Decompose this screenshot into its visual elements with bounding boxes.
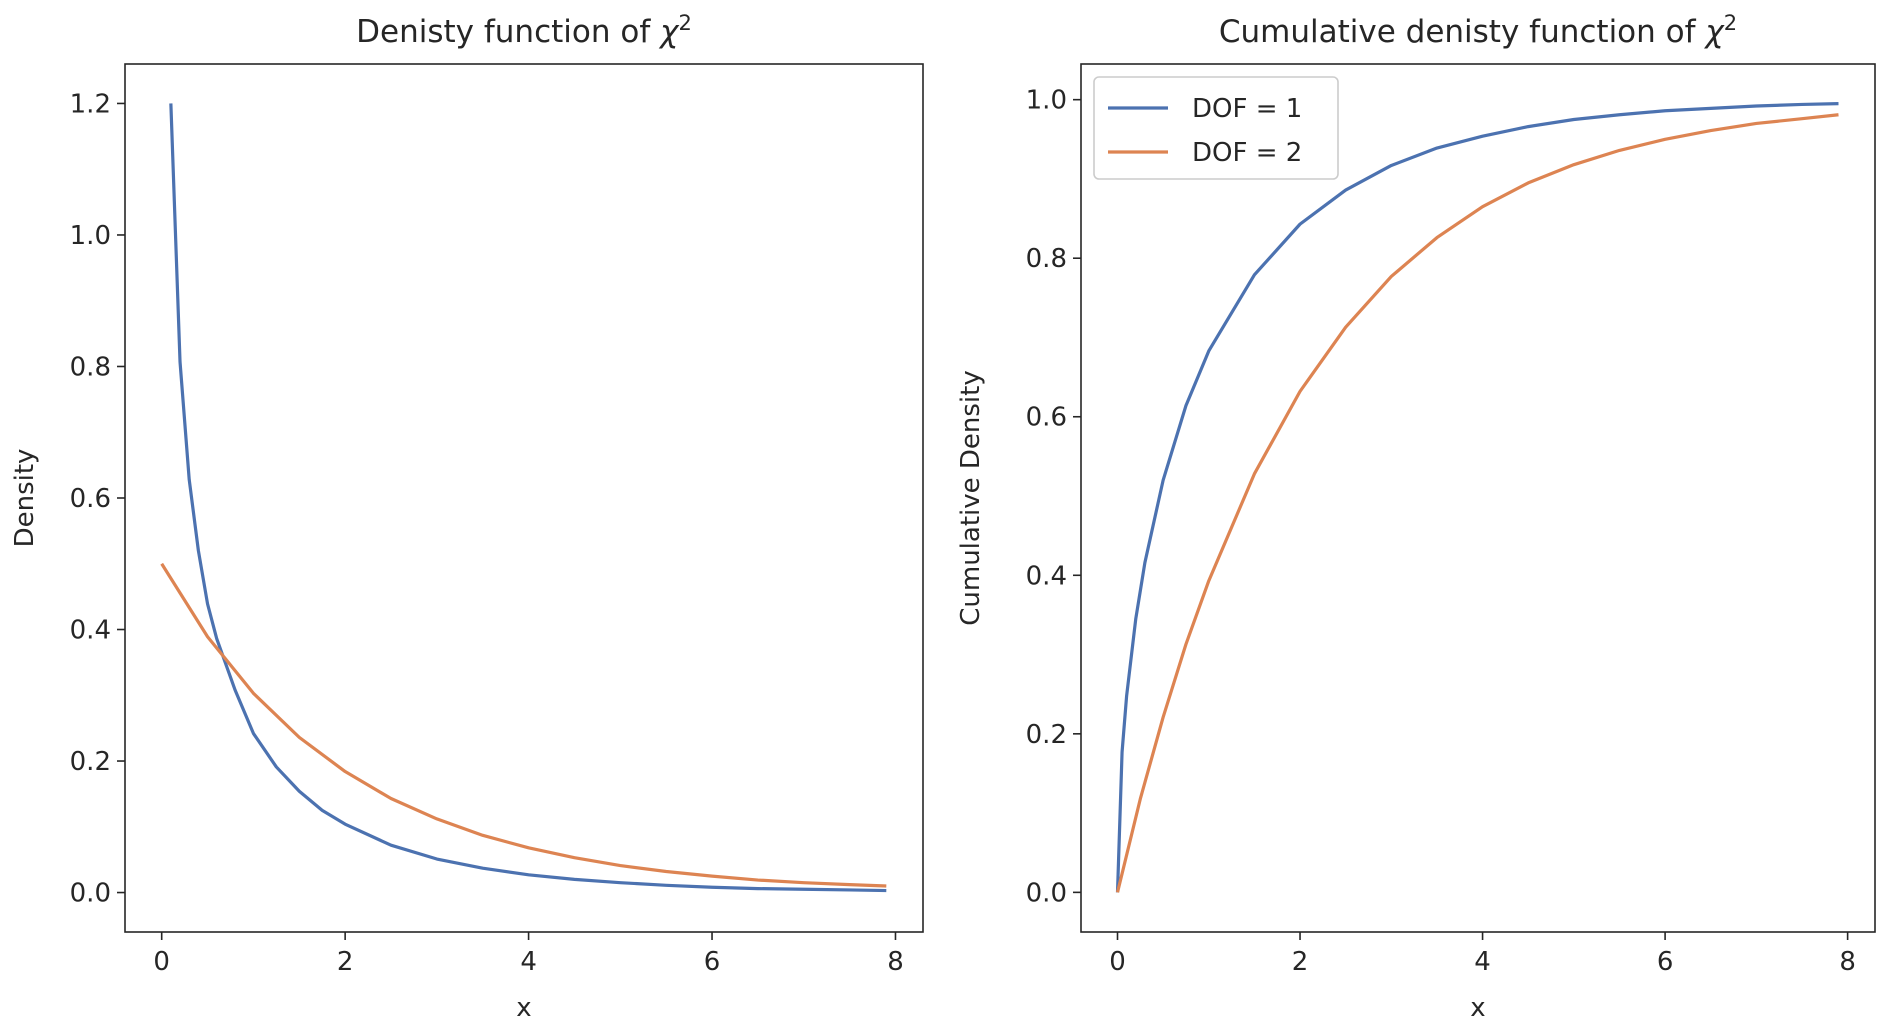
chart-1-series-line-dof-2 [160,562,887,888]
chart-1-xtick-label: 6 [704,947,721,977]
chart-1-ytick-label: 0.2 [70,747,111,777]
chart-2-xtick-label: 6 [1657,947,1674,977]
chart-2-series-line-dof-2 [1115,113,1839,893]
chart-2-axes-frame [1080,63,1876,933]
chart-2-ytick-label: 0.0 [1026,878,1067,908]
chart-1-title: Denisty function of χ2 [356,11,692,50]
chart-1: 0 2 4 6 8 0.0 0.2 0.4 0.6 0.8 1.0 1.2 x Density Denist… [10,11,924,1023]
chart-2-ytick-label: 0.8 [1026,244,1067,274]
chart-2-xtick-label: 2 [1292,947,1309,977]
chart-1-ytick-label: 0.8 [70,352,111,382]
chart-2: 0 2 4 6 8 0.0 0.2 0.4 0.6 0.8 1.0 x Cumulative Densi… [956,11,1876,1023]
chart-1-xlabel: x [516,993,531,1023]
chart-2-series-line-dof-1 [1115,102,1839,893]
chart-1-ytick-label: 0.4 [70,616,111,646]
chart-1-xtick-label: 0 [153,947,170,977]
chart-1-ylabel: Density [10,449,40,548]
chart-2-xtick-label: 4 [1474,947,1491,977]
chart-1-xtick-label: 8 [887,947,904,977]
chart-1-ytick-label: 0.6 [70,484,111,514]
chart-2-ytick-label: 0.2 [1026,720,1067,750]
chart-2-title: Cumulative denisty function of χ2 [1219,11,1737,50]
chart-1-ytick-label: 1.2 [70,89,111,119]
chart-1-ytick-label: 0.0 [70,879,111,909]
chart-2-legend-label: DOF = 2 [1192,138,1302,168]
chart-1-xtick-label: 4 [520,947,537,977]
chart-2-ytick-label: 1.0 [1026,86,1067,116]
chart-1-series-line-dof-1 [169,103,887,893]
chart-2-xtick-label: 0 [1109,947,1126,977]
chart-2-xlabel: x [1470,993,1485,1023]
chart-1-ytick-label: 1.0 [70,221,111,251]
chart-2-ylabel: Cumulative Density [956,370,986,626]
chart-2-xtick-label: 8 [1839,947,1856,977]
chart-2-ytick-label: 0.6 [1026,403,1067,433]
chart-1-axes-frame [124,63,924,933]
chart-1-xtick-label: 2 [337,947,354,977]
chart-2-legend: DOF = 1 DOF = 2 [1093,76,1339,180]
chart-2-ytick-label: 0.4 [1026,561,1067,591]
chart-2-legend-label: DOF = 1 [1192,94,1302,124]
